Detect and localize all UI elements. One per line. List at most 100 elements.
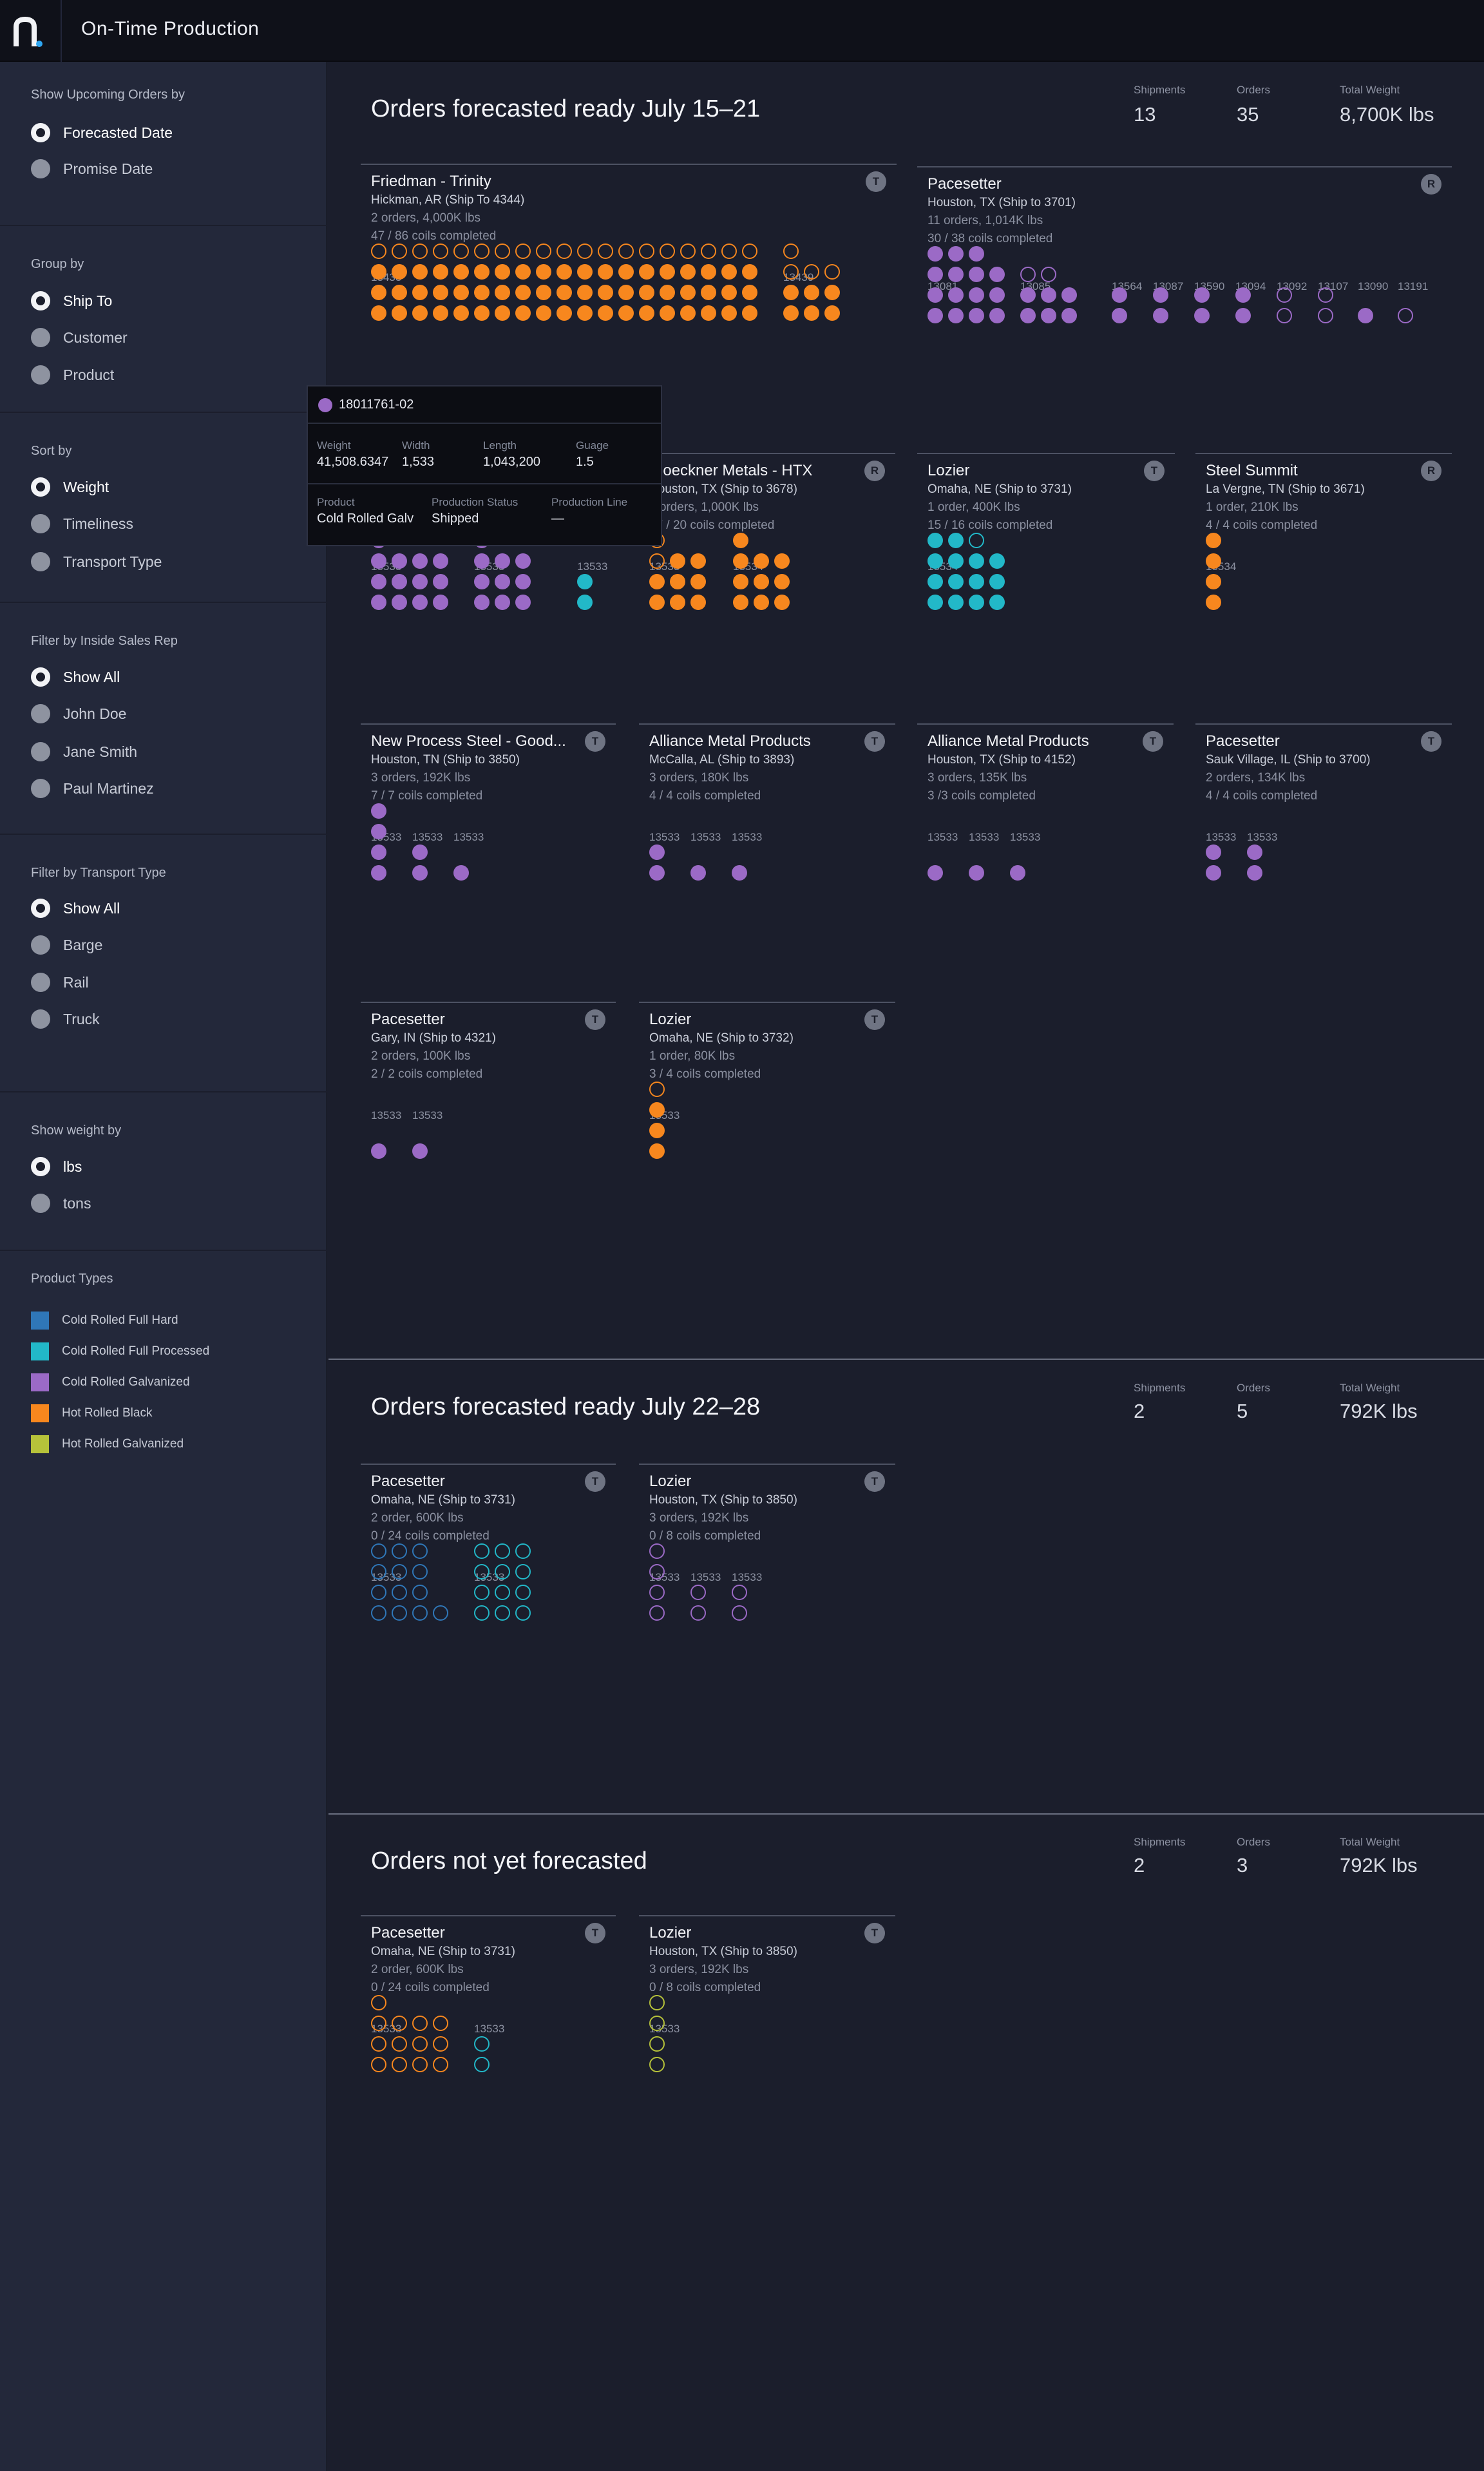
coil-dot-completed[interactable] xyxy=(412,844,428,860)
coil-dot-completed[interactable] xyxy=(754,595,769,610)
coil-dot-pending[interactable] xyxy=(1277,308,1292,323)
coil-dot-completed[interactable] xyxy=(948,267,964,282)
coil-dot-completed[interactable] xyxy=(1153,308,1168,323)
coil-dot-pending[interactable] xyxy=(392,243,407,259)
coil-dot-completed[interactable] xyxy=(598,264,613,280)
coil-dot-completed[interactable] xyxy=(680,264,696,280)
coil-dot-completed[interactable] xyxy=(928,574,943,589)
coil-dot-completed[interactable] xyxy=(1358,308,1373,323)
coil-dot-completed[interactable] xyxy=(453,865,469,881)
coil-dot-pending[interactable] xyxy=(412,243,428,259)
coil-dot-pending[interactable] xyxy=(649,2036,665,2052)
coil-dot-completed[interactable] xyxy=(392,595,407,610)
coil-dot-pending[interactable] xyxy=(742,243,757,259)
coil-dot-pending[interactable] xyxy=(474,1585,490,1600)
coil-dot-completed[interactable] xyxy=(948,595,964,610)
shipment-card[interactable]: Lozier Houston, TX (Ship to 3850) 3 orders… xyxy=(639,1915,895,2160)
coil-dot-completed[interactable] xyxy=(1061,287,1077,303)
coil-dot-pending[interactable] xyxy=(412,1564,428,1579)
coil-dot-completed[interactable] xyxy=(433,285,448,300)
coil-dot-completed[interactable] xyxy=(701,285,716,300)
n-logo-icon[interactable] xyxy=(13,17,43,48)
coil-dot-completed[interactable] xyxy=(1112,287,1127,303)
coil-dot-completed[interactable] xyxy=(928,246,943,262)
coil-dot-completed[interactable] xyxy=(649,1102,665,1118)
coil-dot-completed[interactable] xyxy=(412,1143,428,1159)
coil-dot-completed[interactable] xyxy=(969,246,984,262)
coil-dot-completed[interactable] xyxy=(649,865,665,881)
coil-dot-completed[interactable] xyxy=(928,308,943,323)
coil-dot-pending[interactable] xyxy=(783,243,799,259)
coil-dot-completed[interactable] xyxy=(536,305,551,321)
shipment-card[interactable]: Steel Summit La Vergne, TN (Ship to 3671)… xyxy=(1195,453,1452,698)
coil-dot-completed[interactable] xyxy=(774,553,790,569)
coil-dot-completed[interactable] xyxy=(371,865,386,881)
coil-dot-pending[interactable] xyxy=(453,243,469,259)
coil-dot-pending[interactable] xyxy=(649,1564,665,1579)
coil-dot-completed[interactable] xyxy=(412,595,428,610)
coil-dot-completed[interactable] xyxy=(1020,287,1036,303)
coil-dot-completed[interactable] xyxy=(649,844,665,860)
coil-dot-completed[interactable] xyxy=(742,305,757,321)
coil-dot-completed[interactable] xyxy=(392,553,407,569)
radio-promise-date[interactable]: Promise Date xyxy=(31,157,153,180)
shipment-card[interactable]: Friedman - Trinity Hickman, AR (Ship To 4… xyxy=(361,164,897,408)
radio-rail[interactable]: Rail xyxy=(31,971,89,994)
radio-tons[interactable]: tons xyxy=(31,1192,91,1215)
coil-dot-pending[interactable] xyxy=(412,1585,428,1600)
shipment-card[interactable]: Pacesetter Gary, IN (Ship to 4321) 2 order… xyxy=(361,1002,616,1246)
coil-dot-completed[interactable] xyxy=(433,305,448,321)
coil-dot-completed[interactable] xyxy=(577,264,593,280)
coil-dot-completed[interactable] xyxy=(495,553,510,569)
coil-dot-pending[interactable] xyxy=(474,2036,490,2052)
coil-dot-pending[interactable] xyxy=(701,243,716,259)
coil-dot-pending[interactable] xyxy=(649,1995,665,2010)
coil-dot-completed[interactable] xyxy=(690,595,706,610)
coil-dot-completed[interactable] xyxy=(680,285,696,300)
coil-dot-completed[interactable] xyxy=(412,285,428,300)
coil-dot-completed[interactable] xyxy=(721,264,737,280)
coil-dot-completed[interactable] xyxy=(433,574,448,589)
coil-dot-completed[interactable] xyxy=(670,595,685,610)
coil-dot-completed[interactable] xyxy=(754,553,769,569)
coil-dot-completed[interactable] xyxy=(371,824,386,839)
coil-dot-pending[interactable] xyxy=(515,243,531,259)
coil-dot-completed[interactable] xyxy=(577,305,593,321)
coil-dot-pending[interactable] xyxy=(495,1543,510,1559)
coil-dot-pending[interactable] xyxy=(804,264,819,280)
coil-dot-pending[interactable] xyxy=(1020,267,1036,282)
coil-dot-completed[interactable] xyxy=(412,865,428,881)
coil-dot-pending[interactable] xyxy=(515,1564,531,1579)
coil-dot-completed[interactable] xyxy=(1112,308,1127,323)
coil-dot-completed[interactable] xyxy=(989,553,1005,569)
shipment-card[interactable]: New Process Steel - Good... Houston, TN (… xyxy=(361,723,616,968)
radio-transport-type[interactable]: Transport Type xyxy=(31,550,162,573)
coil-dot-completed[interactable] xyxy=(804,285,819,300)
coil-dot-pending[interactable] xyxy=(392,2016,407,2031)
coil-dot-pending[interactable] xyxy=(371,1543,386,1559)
radio-transport-show-all[interactable]: Show All xyxy=(31,897,120,920)
coil-dot-completed[interactable] xyxy=(515,553,531,569)
coil-dot-completed[interactable] xyxy=(1235,308,1251,323)
coil-dot-completed[interactable] xyxy=(824,285,840,300)
coil-dot-pending[interactable] xyxy=(371,2036,386,2052)
coil-dot-pending[interactable] xyxy=(1041,267,1056,282)
radio-ship-to[interactable]: Ship To xyxy=(31,289,112,312)
coil-dot-pending[interactable] xyxy=(495,243,510,259)
radio-lbs[interactable]: lbs xyxy=(31,1155,82,1178)
coil-dot-completed[interactable] xyxy=(680,305,696,321)
coil-dot-completed[interactable] xyxy=(690,574,706,589)
coil-dot-pending[interactable] xyxy=(474,1605,490,1621)
coil-dot-completed[interactable] xyxy=(412,553,428,569)
coil-dot-completed[interactable] xyxy=(577,574,593,589)
coil-dot-completed[interactable] xyxy=(969,595,984,610)
coil-dot-pending[interactable] xyxy=(515,1605,531,1621)
coil-dot-pending[interactable] xyxy=(649,1605,665,1621)
coil-dot-completed[interactable] xyxy=(371,305,386,321)
coil-dot-pending[interactable] xyxy=(392,1585,407,1600)
coil-dot-completed[interactable] xyxy=(969,308,984,323)
coil-dot-completed[interactable] xyxy=(928,865,943,881)
coil-dot-completed[interactable] xyxy=(649,1123,665,1138)
coil-dot-pending[interactable] xyxy=(371,1605,386,1621)
coil-dot-completed[interactable] xyxy=(690,865,706,881)
